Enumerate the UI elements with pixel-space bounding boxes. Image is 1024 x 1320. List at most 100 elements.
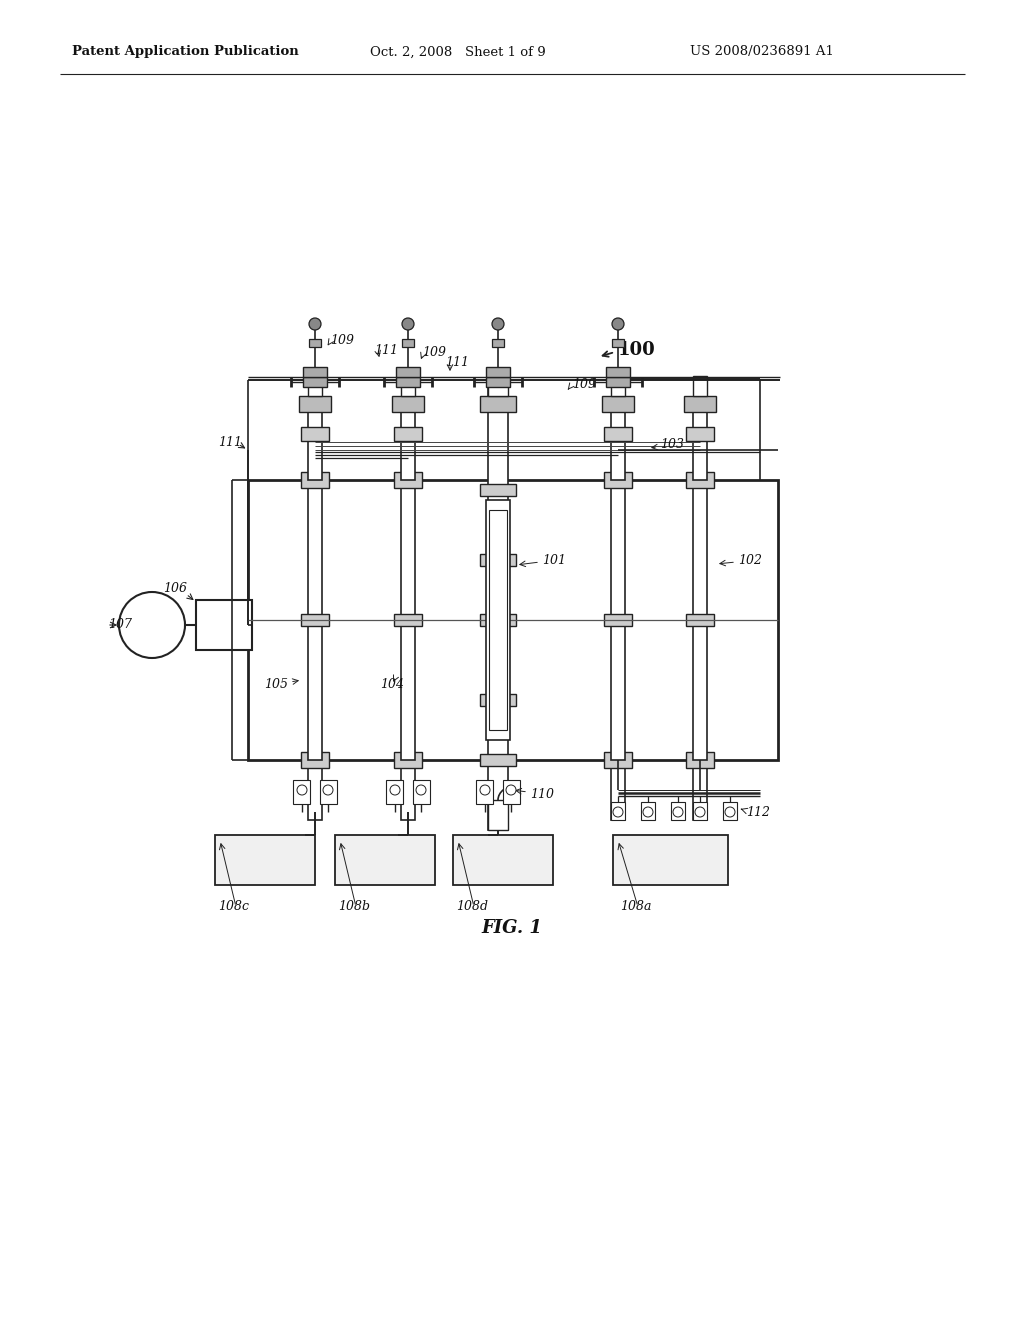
Text: 110: 110 xyxy=(530,788,554,800)
Bar xyxy=(613,836,728,884)
Circle shape xyxy=(725,807,735,817)
Bar xyxy=(394,752,422,768)
Bar xyxy=(693,376,707,396)
Bar xyxy=(396,378,420,387)
Bar xyxy=(413,780,430,804)
Text: 109: 109 xyxy=(422,346,446,359)
Circle shape xyxy=(297,785,307,795)
Bar xyxy=(611,803,625,820)
Text: 109: 109 xyxy=(572,379,596,392)
Bar xyxy=(486,367,510,378)
Bar xyxy=(480,614,516,626)
Bar xyxy=(612,339,624,347)
Bar xyxy=(293,780,310,804)
Bar xyxy=(480,484,516,496)
Bar xyxy=(693,480,707,760)
Bar xyxy=(215,836,315,884)
Bar xyxy=(693,760,707,820)
Text: Patent Application Publication: Patent Application Publication xyxy=(72,45,299,58)
Circle shape xyxy=(480,785,490,795)
Bar xyxy=(480,554,516,566)
Text: Oct. 2, 2008   Sheet 1 of 9: Oct. 2, 2008 Sheet 1 of 9 xyxy=(370,45,546,58)
Bar xyxy=(488,800,508,830)
Bar xyxy=(396,367,420,378)
Bar xyxy=(319,780,337,804)
Bar xyxy=(401,480,415,760)
Text: 111: 111 xyxy=(445,355,469,368)
Bar xyxy=(489,510,507,730)
Bar xyxy=(248,480,778,760)
Bar xyxy=(488,376,508,396)
Bar xyxy=(693,803,707,820)
Bar xyxy=(394,614,422,626)
Circle shape xyxy=(390,785,400,795)
Bar xyxy=(303,367,327,378)
Bar xyxy=(402,339,414,347)
Bar xyxy=(301,473,329,488)
Text: 102: 102 xyxy=(738,553,762,566)
Bar xyxy=(303,378,327,387)
Text: 109: 109 xyxy=(330,334,354,346)
Circle shape xyxy=(309,318,321,330)
Bar xyxy=(308,412,322,480)
Bar xyxy=(686,426,714,441)
Text: 108b: 108b xyxy=(338,900,370,913)
Bar xyxy=(480,396,516,412)
Bar xyxy=(671,803,685,820)
Bar xyxy=(480,694,516,706)
Circle shape xyxy=(613,807,623,817)
Bar xyxy=(723,803,737,820)
Bar xyxy=(386,780,403,804)
Circle shape xyxy=(506,785,516,795)
Bar xyxy=(480,754,516,766)
Circle shape xyxy=(323,785,333,795)
Circle shape xyxy=(119,591,185,657)
Bar xyxy=(488,380,508,830)
Bar xyxy=(684,396,716,412)
Bar xyxy=(453,836,553,884)
Bar xyxy=(301,752,329,768)
Circle shape xyxy=(673,807,683,817)
Bar xyxy=(301,426,329,441)
Text: FIG. 1: FIG. 1 xyxy=(481,919,543,937)
Text: 103: 103 xyxy=(660,438,684,451)
Bar xyxy=(604,752,632,768)
Bar xyxy=(611,480,625,760)
Bar xyxy=(641,803,655,820)
Text: 106: 106 xyxy=(163,582,187,594)
Bar xyxy=(401,412,415,480)
Bar xyxy=(611,376,625,396)
Bar xyxy=(476,780,493,804)
Text: 101: 101 xyxy=(542,553,566,566)
Bar xyxy=(686,614,714,626)
Bar xyxy=(308,760,322,820)
Bar xyxy=(611,412,625,480)
Text: 105: 105 xyxy=(264,677,288,690)
Text: 108a: 108a xyxy=(620,900,651,913)
Text: 100: 100 xyxy=(618,341,655,359)
Bar xyxy=(606,378,630,387)
Bar xyxy=(604,614,632,626)
Bar xyxy=(604,473,632,488)
Bar xyxy=(686,473,714,488)
Text: 112: 112 xyxy=(746,805,770,818)
Circle shape xyxy=(402,318,414,330)
Bar xyxy=(308,480,322,760)
Bar xyxy=(394,426,422,441)
Bar xyxy=(606,367,630,378)
Circle shape xyxy=(492,318,504,330)
Circle shape xyxy=(612,318,624,330)
Circle shape xyxy=(643,807,653,817)
Bar xyxy=(486,378,510,387)
Bar xyxy=(503,780,520,804)
Bar xyxy=(693,412,707,480)
Circle shape xyxy=(695,807,705,817)
Bar xyxy=(309,339,321,347)
Text: 107: 107 xyxy=(108,619,132,631)
Bar xyxy=(486,500,510,741)
Text: 104: 104 xyxy=(380,677,404,690)
Text: 108c: 108c xyxy=(218,900,249,913)
Bar xyxy=(394,473,422,488)
Bar xyxy=(308,376,322,396)
Bar xyxy=(401,376,415,396)
